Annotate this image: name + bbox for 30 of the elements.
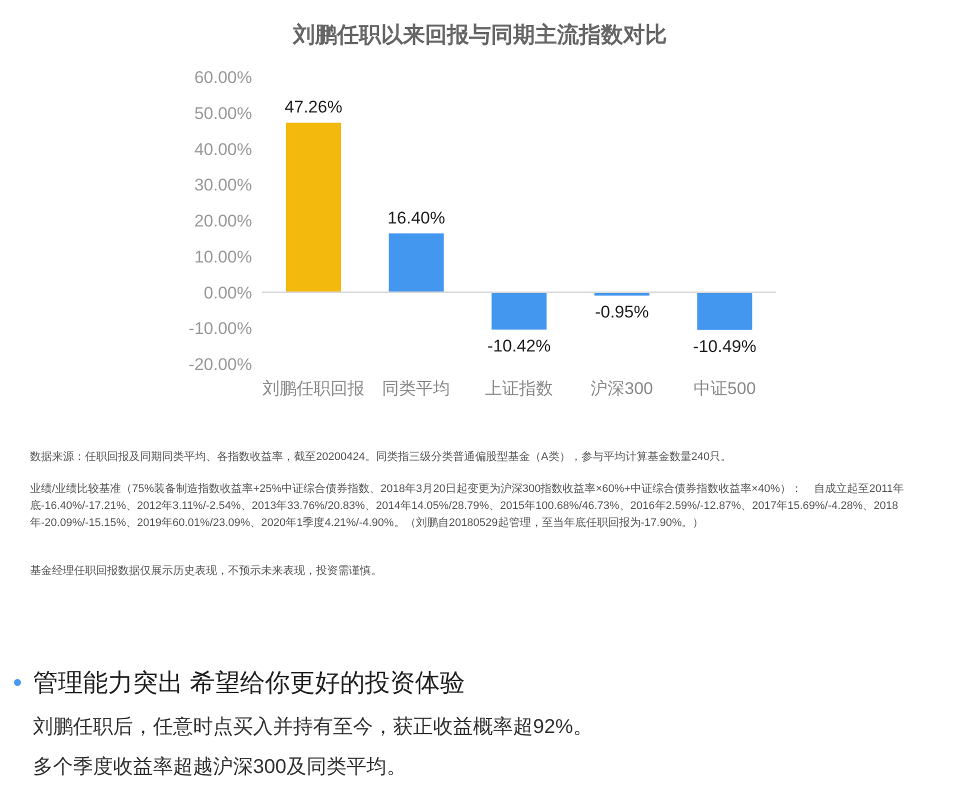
x-tick-label: 同类平均 (382, 379, 450, 398)
bar (286, 122, 341, 292)
y-tick-label: 40.00% (194, 140, 252, 159)
bar (492, 292, 547, 330)
text: 刘鹏任职后，任意时点买入并持有至今，获正收益概率超92%。 (33, 715, 594, 740)
source-note: 数据来源：任职回报及同期同类平均、各指数收益率，截至20200424。同类指三级分类普通偏股型基金（A类），参与平均计算基金数量240只。 (30, 450, 733, 465)
y-tick-label: 50.00% (194, 104, 252, 123)
data-label: -10.49% (693, 336, 756, 356)
chart-title: 刘鹏任职以来回报与同期主流指数对比 (292, 21, 668, 49)
y-tick-label: -10.00% (188, 319, 252, 338)
data-label: 16.40% (387, 208, 446, 228)
bar (388, 233, 444, 292)
x-tick-label: 中证500 (693, 379, 756, 398)
x-tick-label: 沪深300 (590, 379, 653, 398)
y-tick-label: 10.00% (194, 247, 252, 266)
data-label: -0.95% (594, 302, 649, 322)
y-tick-label: 30.00% (194, 176, 252, 195)
y-tick-label: 20.00% (194, 212, 252, 231)
text: 基金经理任职回报数据仅展示历史表现，不预示未来表现，投资需谨慎。 (30, 564, 383, 579)
y-tick-label: 0.00% (204, 283, 252, 302)
y-tick-label: -20.00% (188, 355, 252, 374)
x-tick-label: 上证指数 (485, 379, 553, 398)
data-label: -10.42% (487, 336, 551, 356)
y-tick-label: 60.00% (194, 68, 252, 88)
text: 管理能力突出 希望给你更好的投资体验 (33, 668, 466, 699)
data-label: 47.26% (284, 98, 342, 117)
text: 业绩/业绩比较基准（75%装备制造指数收益率+25%中证综合债券指数、2018年3月20日起变更为沪深300指数收益率×60%+中证综合债券指数收益率×40%）： 自成立起至2011年底-16.40%/-17.21%、2012年3.11%/-2.54%、2013年33.76%/20.83%、2014年14.05%/28.79%、2015年100.68%/46.73%、2016年2.59%/-12.87%、2017年15.69%/-4.28%、2018年-20.09%/-15.15%、2019年60.01%/23.09%、2020年1季度4.21%/-4.90%。（刘鹏自20180529起管理，至当年底任职回报为-17.90%。） (30, 482, 905, 531)
x-tick-label: 刘鹏任职回报 (262, 379, 364, 398)
text: 多个季度收益率超越沪深300及同类平均。 (33, 755, 408, 780)
bar (697, 292, 752, 330)
